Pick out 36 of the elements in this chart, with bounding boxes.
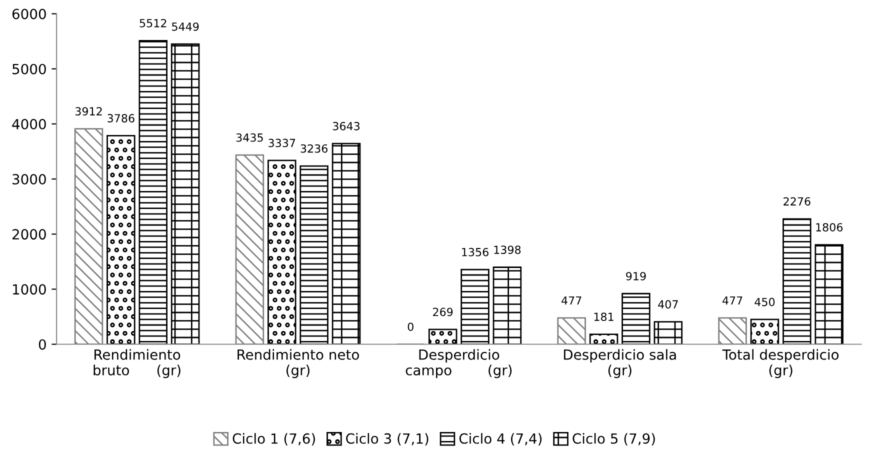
data-label: 269 (433, 308, 453, 316)
data-label: 477 (722, 296, 742, 305)
y-tick-label: 3000 (12, 174, 46, 184)
data-label: 3236 (300, 144, 328, 153)
data-label: 0 (408, 322, 414, 331)
y-tick-label: 5000 (12, 64, 46, 74)
data-label: 3337 (268, 138, 296, 148)
data-label: 407 (658, 300, 678, 309)
y-tick-label: 6000 (12, 8, 46, 20)
data-label: 1356 (462, 248, 488, 256)
data-label: 5512 (140, 18, 166, 28)
data-label: 3912 (75, 107, 102, 116)
legend-label: Ciclo 5 (7,9) (572, 433, 655, 446)
x-tick-label: Desperdicio campo (gr) (406, 349, 512, 378)
data-label: 477 (562, 296, 582, 305)
y-tick-label: 0 (38, 339, 46, 350)
x-tick-label: Total desperdicio (gr) (722, 349, 839, 378)
data-label: 3786 (108, 114, 134, 122)
data-label: 919 (626, 272, 646, 280)
data-label: 1398 (494, 246, 521, 254)
x-tick-label: Rendimiento neto (gr) (238, 349, 359, 378)
data-label: 450 (754, 298, 775, 306)
y-tick-label: 1000 (13, 284, 46, 295)
data-label: 3643 (332, 122, 360, 130)
data-label: 3435 (236, 133, 263, 142)
x-tick-label: Desperdicio sala (gr) (564, 349, 676, 378)
data-label: 5449 (172, 22, 199, 31)
x-tick-label: Rendimiento bruto (gr) (94, 349, 180, 378)
legend-label: Ciclo 1 (7,6) (232, 433, 315, 446)
y-tick-label: 2000 (12, 229, 46, 240)
data-label: 181 (594, 312, 614, 322)
y-tick-label: 4000 (12, 118, 46, 130)
data-label: 2276 (784, 197, 810, 206)
legend-label: Ciclo 4 (7,4) (459, 433, 542, 446)
legend-label: Ciclo 3 (7,1) (346, 433, 428, 446)
data-label: 1806 (816, 223, 843, 232)
